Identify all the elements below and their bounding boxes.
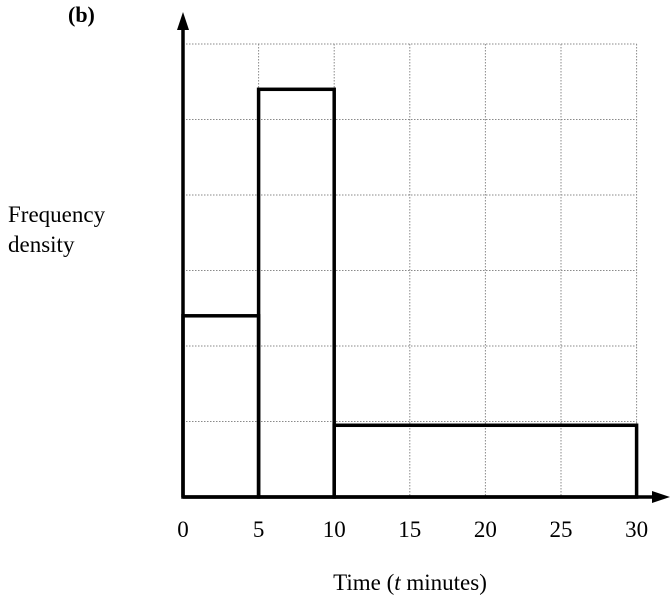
x-axis-title: Time (t minutes) [333, 570, 487, 595]
x-tick-label: 20 [474, 517, 497, 542]
y-axis-title-line-1: Frequency [8, 202, 106, 227]
x-tick-label: 10 [323, 517, 346, 542]
y-axis-title-line-2: density [8, 232, 75, 257]
x-tick-label: 5 [253, 517, 265, 542]
x-tick-label: 25 [550, 517, 573, 542]
grid [183, 43, 638, 497]
x-tick-label: 30 [625, 517, 648, 542]
part-label: (b) [68, 2, 95, 27]
x-tick-label: 0 [177, 517, 189, 542]
x-axis-arrowhead [652, 491, 670, 503]
histogram-bar-1 [181, 314, 261, 499]
histogram-bar-2 [256, 87, 336, 499]
axes [177, 12, 670, 503]
y-axis-arrowhead [177, 12, 189, 30]
x-tick-label: 15 [398, 517, 421, 542]
x-tick-labels: 0 5 10 15 20 25 30 [177, 517, 648, 542]
